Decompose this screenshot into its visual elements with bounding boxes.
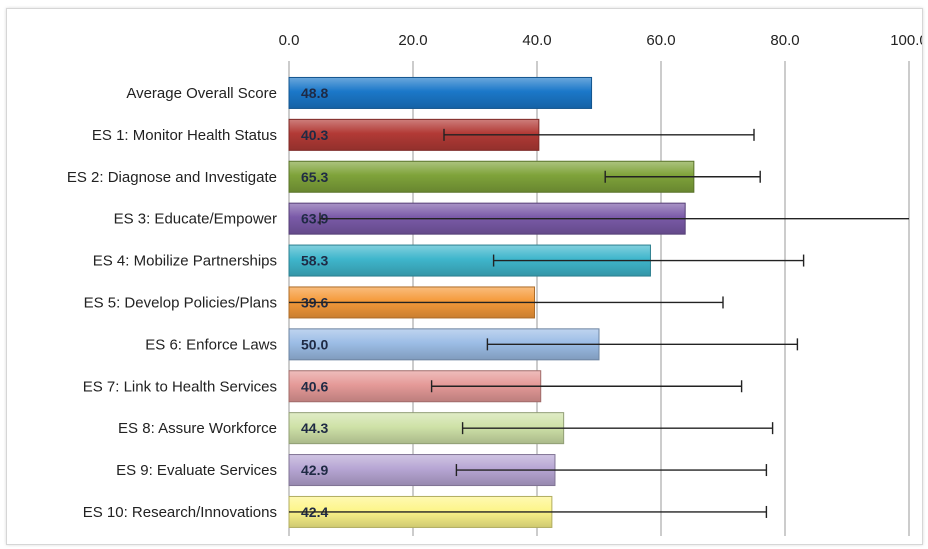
category-label: ES 5: Develop Policies/Plans xyxy=(84,294,277,311)
bar xyxy=(288,76,593,109)
chart-frame: 0.0 20.0 40.0 60.0 80.0 100.0 Average Overall … xyxy=(6,8,923,545)
category-label: ES 6: Enforce Laws xyxy=(145,336,277,353)
category-label: Average Overall Score xyxy=(126,85,277,102)
data-label: 65.3 xyxy=(301,169,328,185)
category-label: ES 4: Mobilize Partnerships xyxy=(93,253,277,270)
data-label: 40.3 xyxy=(301,127,328,143)
data-label: 63.9 xyxy=(301,211,328,227)
x-tick-label: 20.0 xyxy=(398,32,427,49)
data-label: 40.6 xyxy=(301,378,328,394)
data-label: 44.3 xyxy=(301,420,328,436)
category-label: ES 1: Monitor Health Status xyxy=(92,127,277,144)
category-label: ES 2: Diagnose and Investigate xyxy=(67,169,277,186)
data-label: 50.0 xyxy=(301,336,328,352)
category-label: ES 9: Evaluate Services xyxy=(116,462,277,479)
x-tick-label: 80.0 xyxy=(770,32,799,49)
data-label: 58.3 xyxy=(301,253,328,269)
data-label: 42.9 xyxy=(301,462,328,478)
category-label: ES 7: Link to Health Services xyxy=(83,378,277,395)
x-tick-label: 40.0 xyxy=(522,32,551,49)
x-tick-label: 100.0 xyxy=(890,32,922,49)
data-label: 48.8 xyxy=(301,85,328,101)
category-label: ES 3: Educate/Empower xyxy=(114,211,277,228)
x-tick-label: 60.0 xyxy=(646,32,675,49)
x-tick-label: 0.0 xyxy=(279,32,300,49)
category-label: ES 10: Research/Innovations xyxy=(83,504,277,521)
category-label: ES 8: Assure Workforce xyxy=(118,420,277,437)
bar-chart: 0.0 20.0 40.0 60.0 80.0 100.0 Average Overall … xyxy=(67,32,922,536)
